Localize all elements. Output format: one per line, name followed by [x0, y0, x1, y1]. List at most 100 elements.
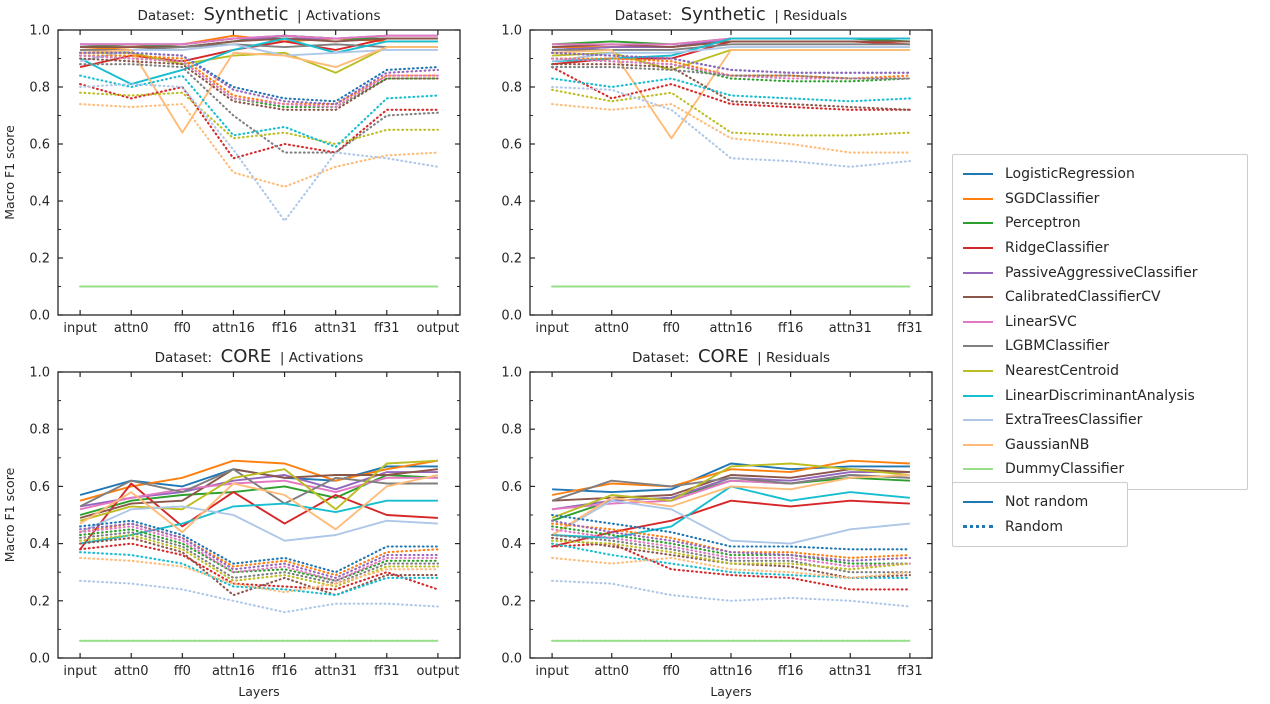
y-tick-label: 1.0 [29, 24, 50, 39]
solid-line-swatch-icon [963, 443, 993, 446]
x-tick-label: attn31 [829, 321, 872, 336]
y-tick-label: 0.0 [501, 309, 522, 324]
series-LinearDiscriminantAnalysis-solid [552, 485, 910, 539]
legend-item-label: NearestCentroid [1005, 363, 1120, 380]
series-PassiveAggressiveClassifier-dotted [551, 519, 911, 562]
series-LinearSVC-dotted [551, 57, 911, 80]
legend-item-label: LinearSVC [1005, 313, 1077, 330]
charts-canvas: Dataset: Synthetic | Activations 0.0 0.2 0.… [2, 4, 933, 699]
legend-item-label: CalibratedClassifierCV [1005, 289, 1161, 306]
axes-frame [529, 371, 933, 659]
series-LGBMClassifier-dotted [551, 533, 911, 574]
series-GaussianNB-dotted [551, 103, 911, 154]
series-GaussianNB-solid [79, 474, 439, 534]
series-Perceptron-dotted [551, 57, 911, 83]
series-GaussianNB-solid [552, 48, 910, 140]
x-tick-label: ff16 [778, 664, 804, 679]
legend-item: NearestCentroid [963, 359, 1237, 384]
x-tick-label: ff31 [374, 321, 400, 336]
panel-title: Dataset: CORE | Residuals [632, 346, 830, 367]
solid-line-swatch-icon [963, 419, 993, 422]
series-LinearDiscriminantAnalysis-solid [79, 37, 438, 86]
y-tick-label: 0.0 [29, 652, 50, 667]
y-tick-label: 0.4 [501, 195, 522, 210]
series-LinearDiscriminantAnalysis-solid [79, 499, 438, 545]
y-tick-label: 0.8 [501, 423, 522, 438]
x-tick-label: output [416, 664, 459, 679]
y-tick-label: 0.2 [501, 252, 522, 267]
legend-item-label: SGDClassifier [1005, 190, 1100, 207]
legend-item: LGBMClassifier [963, 334, 1237, 359]
x-tick-label: ff31 [374, 664, 400, 679]
series-GaussianNB-solid [551, 474, 910, 536]
series-SGDClassifier-dotted [79, 522, 439, 577]
solid-line-swatch-icon [963, 296, 993, 299]
panel-title: Dataset: CORE | Activations [155, 346, 364, 367]
legend-item: Random [963, 515, 1117, 540]
y-tick-label: 0.0 [501, 652, 522, 667]
series-NearestCentroid-dotted [551, 539, 911, 571]
legend-item-label: Random [1005, 518, 1063, 535]
x-tick-label: input [63, 664, 96, 679]
series-LogisticRegression-dotted [79, 51, 439, 103]
x-tick-label: ff0 [663, 321, 680, 336]
dotted-line-swatch-icon [963, 525, 993, 529]
x-tick-label: input [535, 321, 568, 336]
x-tick-label: attn0 [594, 664, 629, 679]
y-tick-label: 0.6 [29, 138, 50, 153]
solid-line-swatch-icon [963, 222, 993, 225]
solid-line-swatch-icon [963, 173, 993, 176]
series-LinearSVC-solid [80, 34, 438, 46]
series-ExtraTreesClassifier-dotted [79, 579, 439, 614]
chart-panel-0: Dataset: Synthetic | Activations 0.0 0.2 0.… [2, 4, 461, 336]
series-Perceptron-dotted [79, 528, 439, 582]
solid-line-swatch-icon [963, 370, 993, 373]
legend-item-label: ExtraTreesClassifier [1005, 412, 1143, 429]
series-LGBMClassifier-solid [79, 468, 438, 508]
legend-item: LogisticRegression [963, 162, 1237, 187]
y-tick-label: 1.0 [29, 366, 50, 381]
series-LogisticRegression-dotted [551, 513, 911, 551]
legend-item-label: Not random [1005, 494, 1089, 511]
series-GaussianNB-dotted [79, 103, 439, 188]
series-LGBMClassifier-dotted [79, 531, 439, 585]
y-tick-label: 0.8 [29, 81, 50, 96]
legend-item-label: DummyClassifier [1005, 461, 1125, 478]
series-RidgeClassifier-dotted [551, 66, 911, 111]
chart-panel-2: Dataset: CORE | Activations 0.0 0.2 0.4 0.6 0… [2, 346, 461, 699]
series-RidgeClassifier-dotted [551, 542, 911, 591]
y-tick-label: 1.0 [501, 366, 522, 381]
legend-item: DummyClassifier [963, 457, 1237, 482]
x-tick-label: ff16 [272, 321, 298, 336]
x-tick-label: ff31 [897, 321, 923, 336]
y-tick-label: 0.6 [29, 480, 50, 495]
y-tick-label: 0.8 [501, 81, 522, 96]
series-PassiveAggressiveClassifier-dotted [79, 51, 439, 106]
x-tick-label: attn0 [114, 664, 149, 679]
legend-item-label: Perceptron [1005, 215, 1081, 232]
solid-line-swatch-icon [963, 501, 993, 504]
legend-item-label: LinearDiscriminantAnalysis [1005, 387, 1195, 404]
x-tick-label: attn16 [212, 664, 255, 679]
legend-item: ExtraTreesClassifier [963, 408, 1237, 433]
y-axis-label: Macro F1 score [2, 467, 17, 562]
series-GaussianNB-dotted [79, 556, 439, 594]
x-axis-label: Layers [238, 684, 279, 699]
y-tick-label: 0.4 [501, 537, 522, 552]
x-tick-label: ff16 [778, 321, 804, 336]
series-LGBMClassifier-solid [551, 474, 910, 502]
x-tick-label: attn31 [829, 664, 872, 679]
legend-item-label: LogisticRegression [1005, 166, 1135, 183]
solid-line-swatch-icon [963, 247, 993, 250]
series-ExtraTreesClassifier-solid [551, 46, 910, 63]
series-GaussianNB-dotted [551, 556, 911, 579]
legend-item: LinearDiscriminantAnalysis [963, 383, 1237, 408]
series-RidgeClassifier-solid [79, 482, 438, 550]
series-LinearDiscriminantAnalysis-dotted [79, 551, 439, 597]
solid-line-swatch-icon [963, 197, 993, 200]
legend-classifiers: LogisticRegression SGDClassifier Perceptro… [952, 154, 1248, 490]
x-tick-label: attn16 [710, 664, 753, 679]
series-LGBMClassifier-dotted [79, 63, 439, 154]
x-tick-label: attn16 [212, 321, 255, 336]
